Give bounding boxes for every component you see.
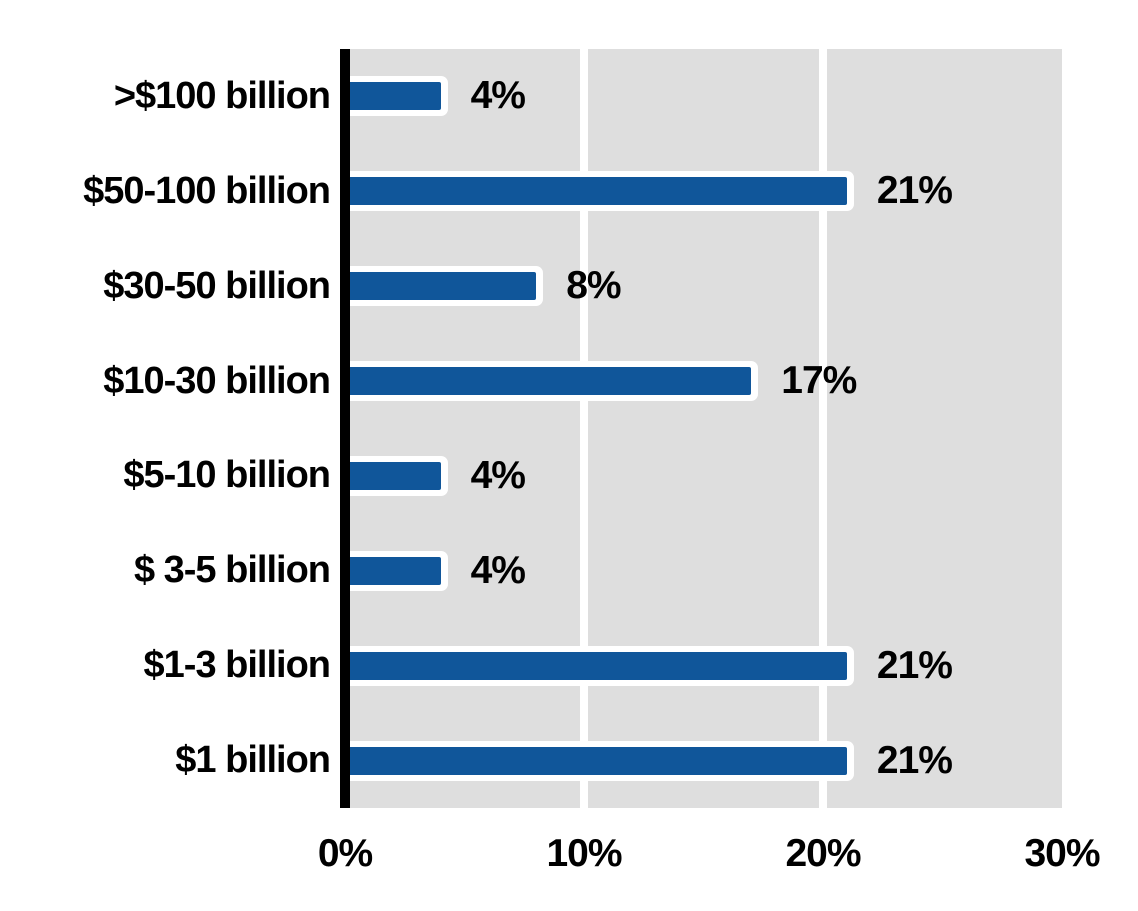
bar-fill (345, 82, 441, 111)
bar-row: 4% (345, 49, 1062, 144)
category-axis-labels: >$100 billion $50-100 billion $30-50 billi… (0, 49, 331, 808)
bar-row: 21% (345, 144, 1062, 239)
bar-value-label: 21% (876, 169, 953, 213)
bar-row: 17% (345, 334, 1062, 429)
x-axis-tick-labels: 0% 10% 20% 30% (318, 832, 1101, 892)
bar (345, 455, 448, 496)
bar-row: 8% (345, 239, 1062, 334)
bar-fill (345, 651, 847, 680)
bar-fill (345, 746, 847, 775)
gridline (580, 49, 588, 808)
category-label: $30-50 billion (103, 264, 331, 307)
x-axis-tick-label: 20% (785, 832, 861, 875)
zero-axis-line (340, 49, 350, 808)
bar (345, 740, 854, 781)
x-axis-tick-label: 10% (546, 832, 622, 875)
category-label: >$100 billion (113, 74, 331, 117)
bar (345, 645, 854, 686)
x-axis-tick-label: 0% (317, 832, 373, 875)
category-label: $1 billion (175, 739, 331, 782)
bar-row: 4% (345, 523, 1062, 618)
bar-value-label: 17% (781, 359, 857, 403)
plot-area: 4% 21% 8% 17% 4% 4% 21% 21% (345, 49, 1062, 808)
bar-value-label: 4% (470, 453, 526, 497)
bar-row: 21% (345, 713, 1062, 808)
gridline (819, 49, 827, 808)
category-label: $1-3 billion (143, 644, 331, 687)
bar-fill (345, 461, 441, 490)
x-axis-tick-label: 30% (1024, 832, 1100, 875)
category-label: $5-10 billion (123, 454, 331, 497)
bar-value-label: 21% (876, 738, 953, 782)
bar-fill (345, 177, 847, 206)
bar (345, 361, 759, 402)
bar-value-label: 4% (470, 548, 526, 592)
bar-fill (345, 367, 752, 396)
category-label: $10-30 billion (103, 359, 331, 402)
bar (345, 550, 448, 591)
category-label: $50-100 billion (83, 169, 331, 212)
bar-fill (345, 272, 537, 301)
category-label: $ 3-5 billion (133, 549, 331, 592)
bar-fill (345, 556, 441, 585)
bar-value-label: 4% (470, 74, 526, 118)
bar (345, 76, 448, 117)
bar (345, 266, 544, 307)
bar (345, 171, 854, 212)
bar-row: 4% (345, 429, 1062, 524)
bar-value-label: 8% (566, 264, 621, 308)
bar-rows: 4% 21% 8% 17% 4% 4% 21% 21% (345, 49, 1062, 808)
bar-row: 21% (345, 618, 1062, 713)
bar-value-label: 21% (876, 643, 953, 687)
